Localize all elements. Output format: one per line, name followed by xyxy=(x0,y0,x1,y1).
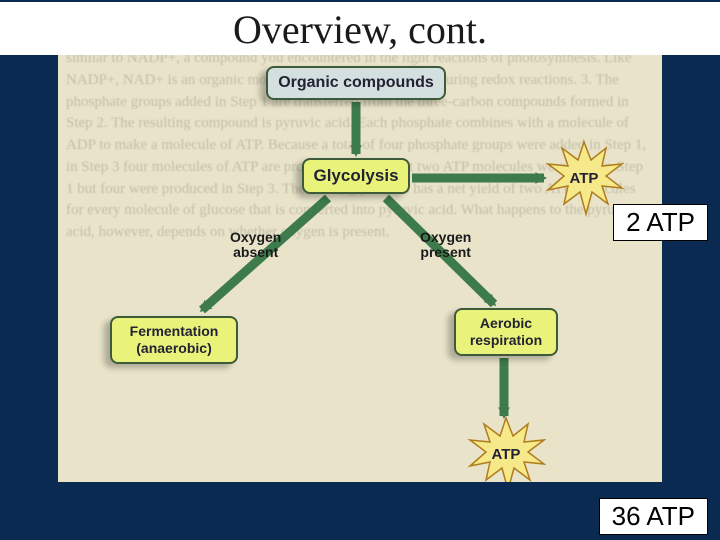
label-oxygen-absent-l1: Oxygen xyxy=(230,229,281,245)
label-oxygen-absent: Oxygen absent xyxy=(230,230,281,261)
diagram-figure: similar to NADP+, a compound you encount… xyxy=(58,52,662,482)
box-organic-compounds: Organic compounds xyxy=(266,66,446,100)
atp-burst-label-0: ATP xyxy=(570,170,599,187)
label-oxygen-present: Oxygen present xyxy=(420,230,471,261)
box-aerobic-text: Aerobicrespiration xyxy=(470,315,542,349)
label-oxygen-present-l2: present xyxy=(420,244,471,260)
box-fermentation-text: Fermentation(anaerobic) xyxy=(130,323,219,357)
label-oxygen-present-l1: Oxygen xyxy=(420,229,471,245)
box-fermentation: Fermentation(anaerobic) xyxy=(110,316,238,364)
box-glycolysis: Glycolysis xyxy=(302,158,410,194)
label-oxygen-absent-l2: absent xyxy=(233,244,278,260)
overlay-label-2atp: 2 ATP xyxy=(613,204,708,241)
atp-burst-1: ATP xyxy=(466,414,546,482)
atp-burst-label-1: ATP xyxy=(492,446,521,463)
slide-title: Overview, cont. xyxy=(0,2,720,55)
overlay-label-36atp: 36 ATP xyxy=(599,498,708,535)
box-aerobic-respiration: Aerobicrespiration xyxy=(454,308,558,356)
arrows-layer xyxy=(58,52,662,482)
atp-burst-0: ATP xyxy=(544,138,624,218)
